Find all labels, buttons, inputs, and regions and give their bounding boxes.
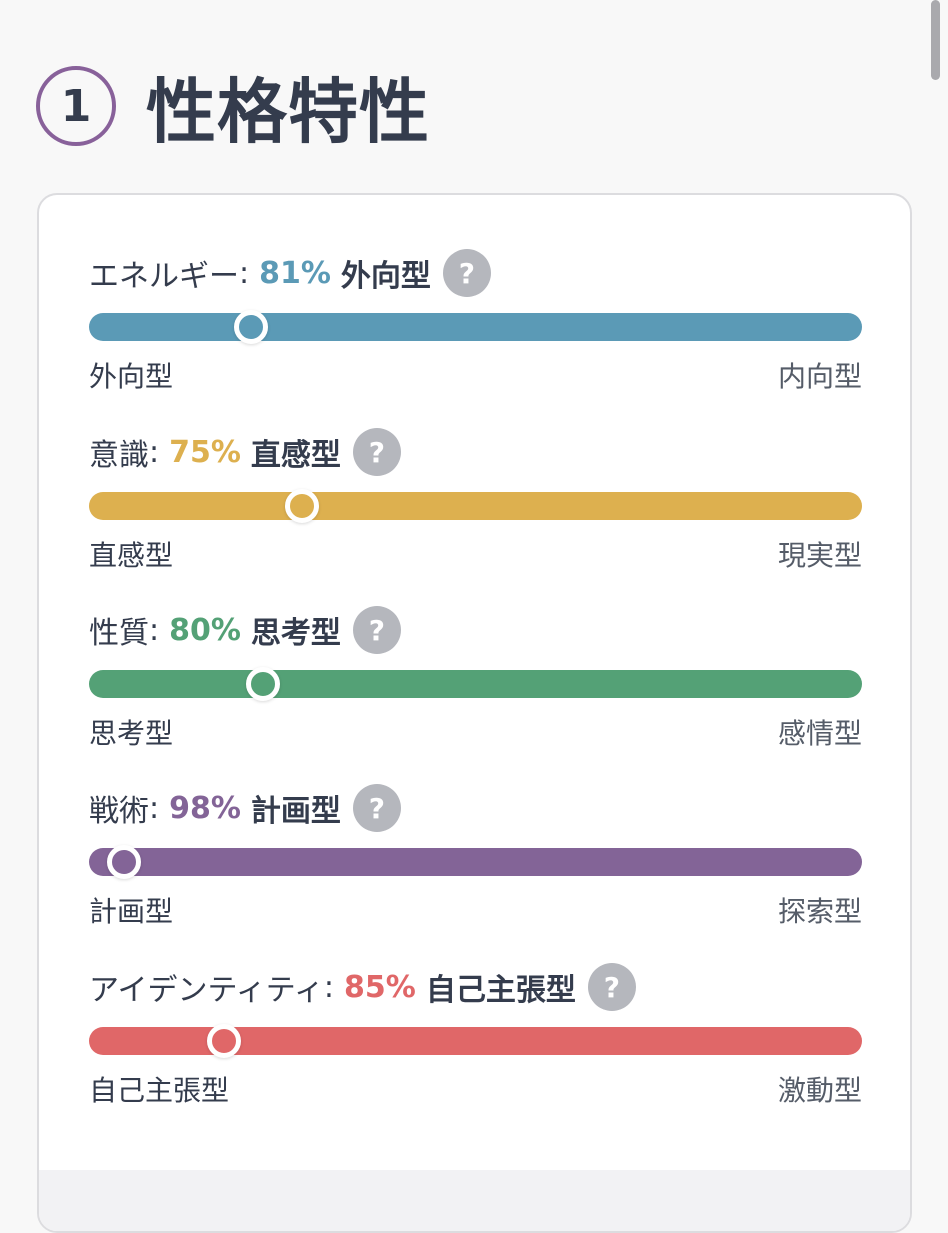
section-number: 1 xyxy=(60,80,92,132)
trait-type: 直感型 xyxy=(250,438,341,473)
trait-left-pole: 思考型 xyxy=(89,717,174,750)
trait-right-pole: 内向型 xyxy=(777,360,862,393)
trait-percent: 81% xyxy=(259,255,331,291)
trait-type: 自己主張型 xyxy=(425,973,576,1008)
help-icon[interactable]: ? xyxy=(442,249,491,297)
help-icon[interactable]: ? xyxy=(587,963,636,1011)
trait-name: エネルギー xyxy=(89,259,239,294)
trait-energy: エネルギー: 81% 外向型 ? 外向型 内向型 xyxy=(89,247,862,397)
trait-percent: 85% xyxy=(344,969,416,1005)
trait-identity: アイデンティティ: 85% 自己主張型 ? 自己主張型 激動型 xyxy=(89,961,862,1111)
trait-right-pole: 感情型 xyxy=(777,717,862,750)
trait-heading: 意識: 75% 直感型 ? xyxy=(89,426,401,478)
trait-left-pole: 自己主張型 xyxy=(89,1074,230,1107)
trait-tactics: 戦術: 98% 計画型 ? 計画型 探索型 xyxy=(89,782,862,932)
trait-slider-knob xyxy=(234,310,269,344)
trait-left-pole: 直感型 xyxy=(89,539,174,572)
trait-percent: 75% xyxy=(169,434,241,470)
trait-bar xyxy=(89,310,862,344)
trait-name: アイデンティティ xyxy=(89,973,324,1008)
section-number-badge: 1 xyxy=(36,66,116,146)
trait-bar xyxy=(89,845,862,879)
section-header: 1 性格特性 xyxy=(36,60,430,153)
trait-name: 性質 xyxy=(89,616,149,651)
trait-nature: 性質: 80% 思考型 ? 思考型 感情型 xyxy=(89,604,862,754)
scrollbar[interactable] xyxy=(931,0,940,80)
trait-left-pole: 外向型 xyxy=(89,360,174,393)
trait-right-pole: 激動型 xyxy=(777,1074,862,1107)
trait-slider-knob xyxy=(207,1024,242,1058)
trait-heading: 性質: 80% 思考型 ? xyxy=(89,604,401,656)
help-icon[interactable]: ? xyxy=(352,428,401,476)
trait-mind: 意識: 75% 直感型 ? 直感型 現実型 xyxy=(89,426,862,576)
help-icon[interactable]: ? xyxy=(352,784,401,832)
trait-percent: 80% xyxy=(169,612,241,648)
trait-heading: アイデンティティ: 85% 自己主張型 ? xyxy=(89,961,636,1013)
trait-name: 戦術 xyxy=(89,794,149,829)
trait-bar xyxy=(89,489,862,523)
trait-heading: エネルギー: 81% 外向型 ? xyxy=(89,247,491,299)
trait-type: 外向型 xyxy=(340,259,431,294)
trait-heading: 戦術: 98% 計画型 ? xyxy=(89,782,401,834)
trait-bar xyxy=(89,1024,862,1058)
section-title: 性格特性 xyxy=(146,70,430,153)
trait-type: 計画型 xyxy=(250,794,341,829)
trait-type: 思考型 xyxy=(250,616,341,651)
trait-bar xyxy=(89,667,862,701)
trait-slider-knob xyxy=(106,845,141,879)
traits-card: エネルギー: 81% 外向型 ? 外向型 内向型 意識: 75% 直感型 ? 直… xyxy=(37,193,912,1233)
trait-right-pole: 現実型 xyxy=(777,539,862,572)
card-footer xyxy=(39,1170,910,1231)
trait-slider-knob xyxy=(284,489,319,523)
trait-slider-knob xyxy=(245,667,280,701)
trait-percent: 98% xyxy=(169,790,241,826)
trait-name: 意識 xyxy=(89,438,149,473)
help-icon[interactable]: ? xyxy=(352,606,401,654)
trait-right-pole: 探索型 xyxy=(777,895,862,928)
trait-left-pole: 計画型 xyxy=(89,895,174,928)
